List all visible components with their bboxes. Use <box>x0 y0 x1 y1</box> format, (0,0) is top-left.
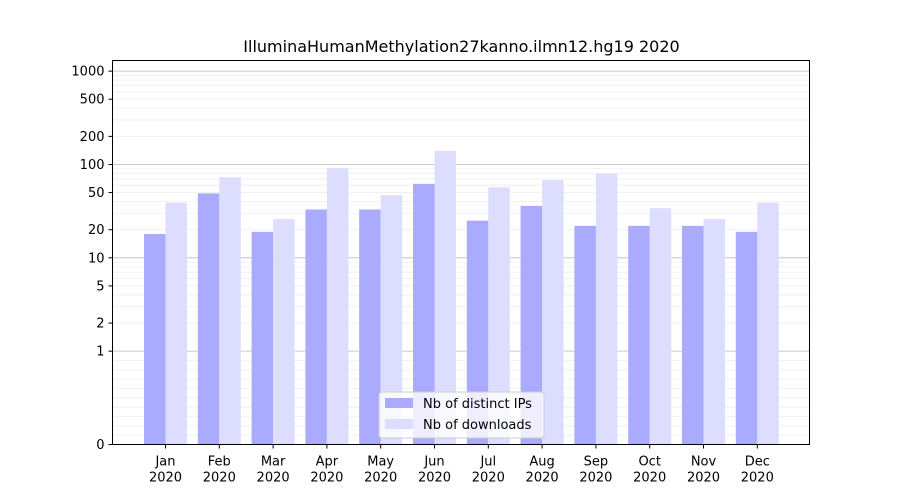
bar-downloads-3 <box>273 219 295 445</box>
bar-downloads-12 <box>757 202 779 445</box>
bars <box>144 150 779 445</box>
y-tick-label: 5 <box>96 279 104 294</box>
bar-distinct-ips-1 <box>144 233 166 445</box>
y-axis: 0 1 2 5 10 20 50 100 200 500 1000 <box>71 65 113 453</box>
y-tick-label: 500 <box>80 93 105 108</box>
x-tick-label: Oct 2020 <box>633 455 666 486</box>
chart-title: IlluminaHumanMethylation27kanno.ilmn12.h… <box>243 37 679 56</box>
y-tick-label: 1000 <box>71 65 104 80</box>
x-tick-label: Feb 2020 <box>203 455 236 486</box>
y-tick-label: 10 <box>88 251 105 266</box>
bar-downloads-11 <box>703 219 725 445</box>
bar-distinct-ips-11 <box>682 225 704 445</box>
legend-label-distinct-ips: Nb of distinct IPs <box>423 397 532 412</box>
bar-downloads-5 <box>380 195 403 445</box>
bar-distinct-ips-10 <box>628 225 650 445</box>
x-tick-label: May 2020 <box>364 455 397 486</box>
bar-downloads-10 <box>649 208 672 445</box>
y-tick-label: 200 <box>80 130 105 145</box>
x-tick-label: Nov 2020 <box>687 455 720 486</box>
x-tick-label: Mar 2020 <box>257 455 290 486</box>
bar-downloads-2 <box>219 177 241 445</box>
bar-distinct-ips-3 <box>251 231 274 445</box>
legend-label-downloads: Nb of downloads <box>423 418 532 433</box>
bar-distinct-ips-2 <box>197 193 220 445</box>
x-tick-label: Aug 2020 <box>526 455 559 486</box>
y-tick-label: 50 <box>88 186 105 201</box>
legend-swatch-downloads <box>385 419 413 429</box>
x-tick-label: Apr 2020 <box>310 455 343 486</box>
x-tick-label: Jan 2020 <box>149 455 182 486</box>
legend-box <box>378 391 545 439</box>
plot-frame <box>112 60 810 445</box>
bar-downloads-4 <box>326 167 349 445</box>
x-axis: Jan 2020 Feb 2020 Mar 2020 Apr 2020 May 2020 Jun 20… <box>149 444 774 486</box>
legend: Nb of distinct IPs Nb of downloads <box>378 391 545 439</box>
x-tick-label: Dec 2020 <box>741 455 774 486</box>
bar-downloads-1 <box>165 202 187 445</box>
bar-distinct-ips-9 <box>574 225 596 445</box>
bar-distinct-ips-7 <box>466 220 489 445</box>
legend-swatch-distinct-ips <box>385 398 413 408</box>
y-tick-label: 100 <box>80 158 105 173</box>
bar-downloads-9 <box>595 173 618 445</box>
y-tick-label: 0 <box>96 438 104 453</box>
bar-distinct-ips-12 <box>735 231 758 445</box>
bar-downloads-6 <box>434 150 456 445</box>
bar-distinct-ips-6 <box>413 183 435 445</box>
bar-distinct-ips-4 <box>305 209 327 445</box>
y-tick-label: 1 <box>96 345 104 360</box>
bar-downloads-8 <box>542 180 564 445</box>
x-tick-label: Jul 2020 <box>472 455 505 486</box>
bar-distinct-ips-8 <box>520 205 543 445</box>
x-tick-label: Jun 2020 <box>418 455 451 486</box>
bar-distinct-ips-5 <box>359 209 381 445</box>
y-tick-label: 2 <box>96 317 104 332</box>
bar-downloads-7 <box>488 187 510 445</box>
x-tick-label: Sep 2020 <box>579 455 612 486</box>
y-tick-label: 20 <box>88 223 105 238</box>
